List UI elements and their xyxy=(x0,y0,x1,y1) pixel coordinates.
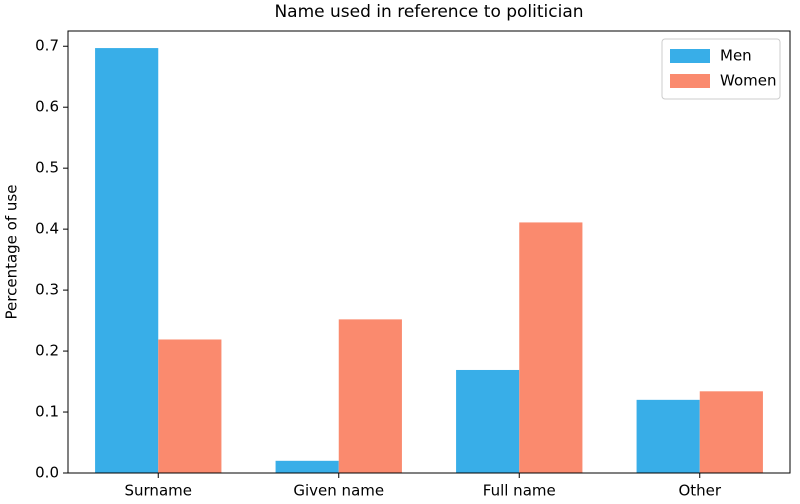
x-tick-label: Surname xyxy=(125,482,192,500)
y-tick-label: 0.7 xyxy=(35,37,59,55)
legend-swatch xyxy=(670,74,710,88)
bar xyxy=(519,222,583,473)
legend-label: Women xyxy=(720,72,776,90)
y-tick-label: 0.1 xyxy=(35,403,59,421)
x-tick-label: Full name xyxy=(483,482,556,500)
chart-title: Name used in reference to politician xyxy=(274,2,583,22)
legend-label: Men xyxy=(720,47,752,65)
y-axis-label: Percentage of use xyxy=(3,185,21,320)
y-tick-label: 0.2 xyxy=(35,342,59,360)
y-tick-label: 0.4 xyxy=(35,220,59,238)
bar xyxy=(699,391,763,473)
legend-swatch xyxy=(670,49,710,63)
bar xyxy=(636,399,700,473)
y-tick-label: 0.5 xyxy=(35,159,59,177)
y-tick-label: 0.0 xyxy=(35,464,59,482)
y-tick-label: 0.3 xyxy=(35,281,59,299)
y-tick-label: 0.6 xyxy=(35,98,59,116)
bar xyxy=(95,48,159,473)
bar xyxy=(456,369,520,473)
plot-frame xyxy=(67,30,791,474)
x-tick-label: Given name xyxy=(293,482,384,500)
bar xyxy=(158,339,222,473)
x-tick-label: Other xyxy=(678,482,721,500)
bar xyxy=(338,319,402,473)
bar xyxy=(275,460,339,473)
